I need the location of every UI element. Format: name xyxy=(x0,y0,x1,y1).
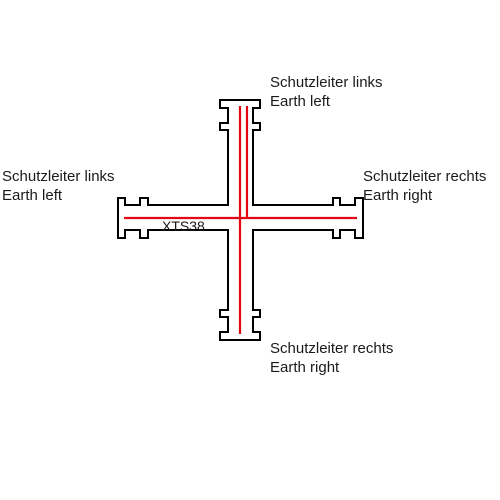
label-bottom: Schutzleiter rechts Earth right xyxy=(270,340,393,378)
label-bottom-en: Earth right xyxy=(270,359,393,378)
label-right-en: Earth right xyxy=(363,187,486,206)
label-left-en: Earth left xyxy=(2,187,115,206)
label-left: Schutzleiter links Earth left xyxy=(2,168,115,206)
label-bottom-de: Schutzleiter rechts xyxy=(270,340,393,359)
label-left-de: Schutzleiter links xyxy=(2,168,115,187)
label-top-en: Earth left xyxy=(270,93,383,112)
connector-diagram xyxy=(0,0,500,500)
label-right-de: Schutzleiter rechts xyxy=(363,168,486,187)
label-top: Schutzleiter links Earth left xyxy=(270,74,383,112)
model-label: XTS38 xyxy=(162,218,205,234)
label-right: Schutzleiter rechts Earth right xyxy=(363,168,486,206)
label-top-de: Schutzleiter links xyxy=(270,74,383,93)
